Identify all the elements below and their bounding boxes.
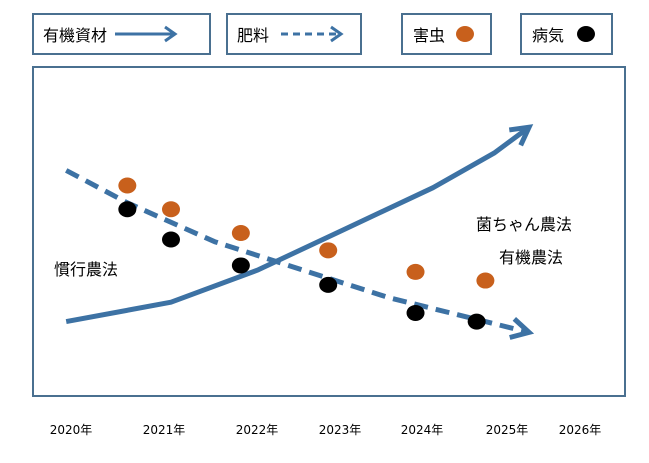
series-3-point-5 [467,313,486,330]
solid-arrow-icon [115,25,178,43]
x-tick-label: 2025年 [485,423,529,437]
series-3-point-0 [118,201,137,218]
series-3-point-1 [162,231,180,248]
series-2-point-4 [406,263,425,280]
chart-svg [65,124,535,340]
annotation-conventional: 慣行農法 [54,260,119,279]
series-2-point-5 [476,272,495,289]
x-tick-label: 2023年 [318,423,362,437]
legend-disease-label: 病気 [532,26,565,45]
legend-organic-label: 有機資材 [43,26,108,45]
series-1-arrowhead [509,317,535,340]
plot-area: 慣行農法 菌ちゃん農法 有機農法 [32,66,626,397]
series-2-point-0 [118,177,137,194]
series-3-point-4 [406,304,425,321]
legend-fertilizer: 肥料 [226,13,362,55]
orange-dot-icon [456,26,475,42]
annotation-kinchan: 菌ちゃん農法 [476,215,573,234]
legend-fertilizer-label: 肥料 [237,26,270,45]
series-3-point-3 [319,276,338,293]
x-tick-label: 2022年 [235,423,279,437]
series-2-point-2 [231,225,250,242]
legend-pests: 害虫 [401,13,492,55]
black-dot-icon [577,26,596,42]
x-tick-label: 2026年 [558,423,602,437]
series-2-point-3 [319,242,338,259]
series-2-point-1 [162,201,180,218]
x-tick-label: 2021年 [142,423,186,437]
dashed-arrow-icon [281,25,344,43]
x-tick-label: 2020年 [49,423,93,437]
series-0-arrowhead [508,124,534,147]
series-0-line [65,125,531,325]
legend-pests-label: 害虫 [413,26,446,45]
series-3-point-2 [231,257,250,274]
annotation-organic: 有機農法 [499,248,564,267]
legend-organic: 有機資材 [32,13,211,55]
legend-disease: 病気 [520,13,613,55]
x-tick-label: 2024年 [400,423,444,437]
